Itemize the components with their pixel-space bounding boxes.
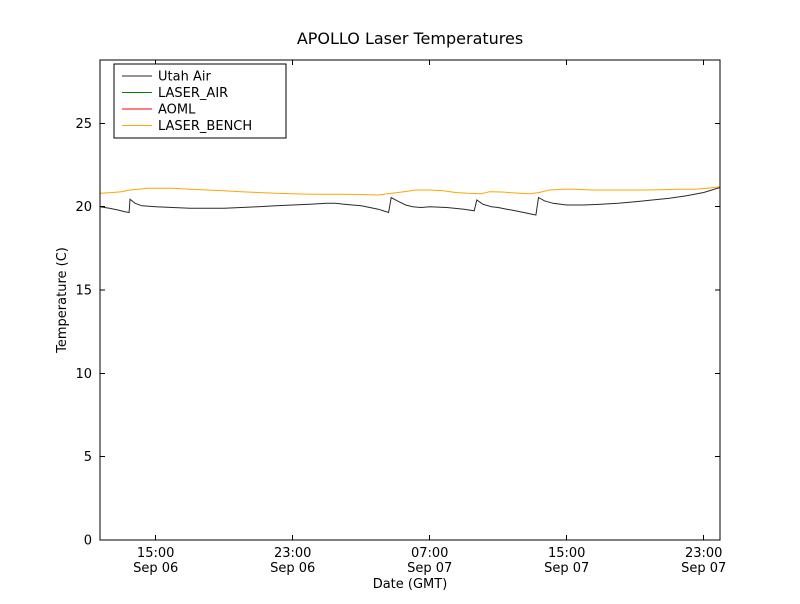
series-line-laser-bench xyxy=(99,186,721,196)
y-tick-label: 0 xyxy=(84,534,92,549)
series-line-utah-air xyxy=(99,187,721,216)
legend-label: Utah Air xyxy=(158,70,211,85)
legend-item: LASER_BENCH xyxy=(122,119,252,134)
x-tick-label-time: 15:00 xyxy=(548,546,585,561)
y-tick-label: 10 xyxy=(75,367,92,382)
legend-item: LASER_AIR xyxy=(122,86,228,101)
y-tick-label: 5 xyxy=(84,450,92,465)
x-tick-label-date: Sep 07 xyxy=(407,561,452,576)
y-tick-label: 15 xyxy=(75,284,92,299)
y-tick-label: 25 xyxy=(75,117,92,132)
legend-label: AOML xyxy=(158,103,196,118)
axes-frame xyxy=(99,59,721,541)
legend-label: LASER_AIR xyxy=(158,86,228,101)
x-tick-label-time: 07:00 xyxy=(411,546,448,561)
x-tick-label-date: Sep 07 xyxy=(681,561,726,576)
x-tick-label-date: Sep 07 xyxy=(544,561,589,576)
legend-label: LASER_BENCH xyxy=(158,119,252,134)
x-tick-label-time: 15:00 xyxy=(137,546,174,561)
chart-title: APOLLO Laser Temperatures xyxy=(297,29,523,48)
x-tick-label-time: 23:00 xyxy=(274,546,311,561)
plot-background xyxy=(100,60,720,540)
legend-item: Utah Air xyxy=(122,70,211,85)
legend-item: AOML xyxy=(122,103,196,118)
x-tick-label-date: Sep 06 xyxy=(270,561,315,576)
y-axis-label: Temperature (C) xyxy=(55,247,70,354)
x-tick-label-date: Sep 06 xyxy=(133,561,178,576)
y-tick-label: 20 xyxy=(75,200,92,215)
x-axis-label: Date (GMT) xyxy=(373,577,448,592)
x-tick-label-time: 23:00 xyxy=(685,546,722,561)
